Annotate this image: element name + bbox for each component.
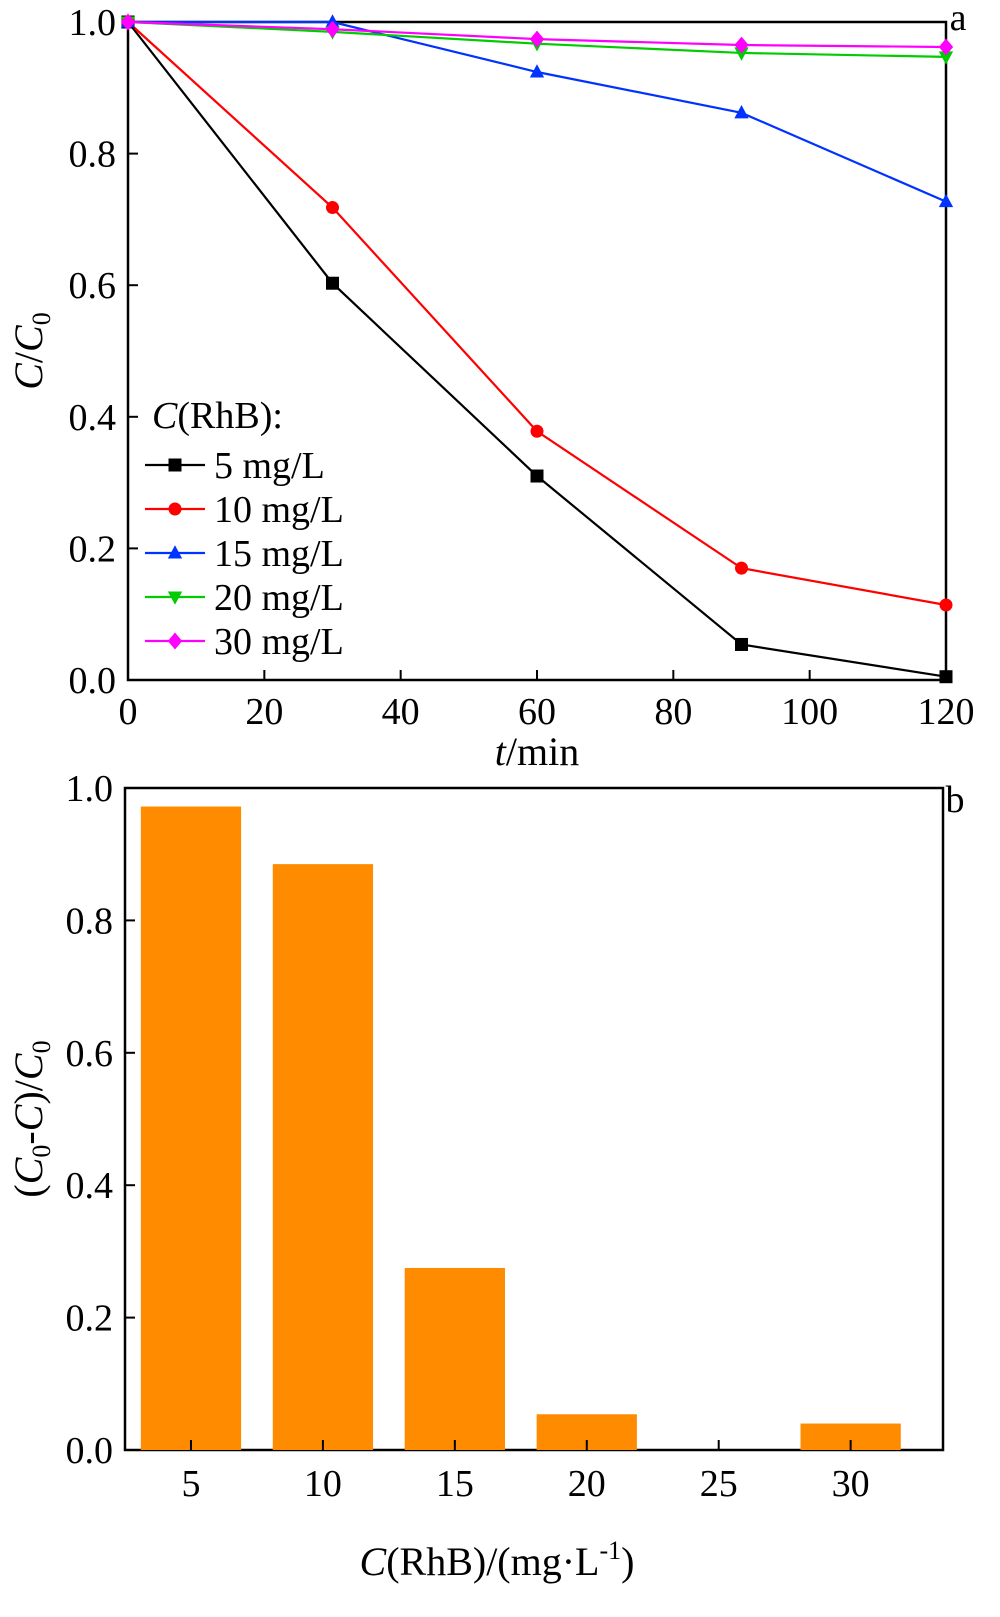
data-point xyxy=(939,598,953,612)
panel-b-x-axis: 5 10 15 20 25 30 xyxy=(181,1440,870,1505)
panel-a-series-markers xyxy=(120,13,954,684)
x-tick-label: 120 xyxy=(918,691,975,733)
data-point xyxy=(938,51,954,65)
legend-label: 5 mg/L xyxy=(214,445,325,487)
legend-marker xyxy=(167,632,183,650)
bar xyxy=(272,864,374,1450)
legend-marker xyxy=(167,591,183,605)
panel-b-bars xyxy=(140,806,901,1450)
data-point xyxy=(326,201,339,215)
data-point xyxy=(734,105,749,119)
x-tick-label: 5 xyxy=(181,1463,200,1505)
bar xyxy=(140,806,242,1450)
x-tick-label: 10 xyxy=(304,1463,342,1505)
bar xyxy=(404,1267,505,1450)
legend-label: 15 mg/L xyxy=(214,533,344,575)
data-point xyxy=(326,276,339,290)
legend-title: C(RhB): xyxy=(152,395,283,437)
y-tick-label: 0.6 xyxy=(69,265,117,307)
data-point xyxy=(734,36,749,54)
panel-a-legend: C(RhB): 5 mg/L10 mg/L15 mg/L20 mg/L30 mg… xyxy=(145,395,344,663)
x-tick-label: 0 xyxy=(119,691,138,733)
x-tick-label: 80 xyxy=(654,691,692,733)
data-point xyxy=(529,64,545,78)
panel-a-y-axis: 0.0 0.2 0.4 0.6 0.8 1.0 xyxy=(69,2,138,702)
y-tick-label: 0.2 xyxy=(69,528,117,570)
x-tick-label: 25 xyxy=(700,1463,738,1505)
x-tick-label: 20 xyxy=(245,691,283,733)
legend-label: 30 mg/L xyxy=(214,621,344,663)
x-tick-label: 40 xyxy=(382,691,420,733)
legend-label: 20 mg/L xyxy=(214,577,344,619)
y-tick-label: 1.0 xyxy=(69,2,117,44)
data-point xyxy=(938,193,954,208)
legend-marker xyxy=(168,502,182,516)
y-tick-label: 0.4 xyxy=(69,397,117,439)
y-tick-label: 1.0 xyxy=(66,768,114,810)
y-tick-label: 0.4 xyxy=(66,1165,114,1207)
data-point xyxy=(530,424,544,438)
y-tick-label: 0.6 xyxy=(66,1033,114,1075)
panel-a-line-chart: 0.0 0.2 0.4 0.6 0.8 1.0 0 20 40 60 80 100 120 a t/m… xyxy=(6,0,975,774)
panel-b-bar-chart: 0.0 0.2 0.4 0.6 0.8 1.0 5 10 15 20 25 30 b C(RhB)/… xyxy=(6,768,965,1584)
legend-marker xyxy=(167,545,183,559)
x-tick-label: 15 xyxy=(436,1463,474,1505)
panel-a-x-axis-label: t/min xyxy=(495,729,579,774)
panel-b-x-axis-label: C(RhB)/(mg·L-1) xyxy=(360,1536,635,1584)
data-point xyxy=(529,30,545,48)
data-point xyxy=(120,13,136,31)
y-tick-label: 0.8 xyxy=(66,900,114,942)
x-tick-label: 20 xyxy=(568,1463,606,1505)
panel-a-x-axis: 0 20 40 60 80 100 120 xyxy=(119,670,975,733)
y-tick-label: 0.0 xyxy=(66,1430,114,1472)
data-point xyxy=(939,670,953,684)
panel-a-y-axis-label: C/C0 xyxy=(6,312,56,390)
legend-marker xyxy=(168,458,182,472)
x-tick-label: 100 xyxy=(781,691,838,733)
data-point xyxy=(530,469,544,483)
x-tick-label: 30 xyxy=(832,1463,870,1505)
legend-label: 10 mg/L xyxy=(214,489,344,531)
panel-b-tag: b xyxy=(946,779,965,821)
data-point xyxy=(325,20,340,38)
x-tick-label: 60 xyxy=(518,691,556,733)
data-point xyxy=(734,47,749,61)
panel-b-y-axis-label: (C0-C)/C0 xyxy=(6,1040,56,1197)
panel-b-y-axis: 0.0 0.2 0.4 0.6 0.8 1.0 xyxy=(66,768,135,1472)
panel-a-tag: a xyxy=(950,0,967,39)
data-point xyxy=(735,561,748,575)
panel-b-plot-frame xyxy=(123,786,945,1452)
y-tick-label: 0.0 xyxy=(69,660,117,702)
data-point xyxy=(938,38,954,56)
y-tick-label: 0.8 xyxy=(69,134,117,176)
data-point xyxy=(735,637,748,651)
y-tick-label: 0.2 xyxy=(66,1298,114,1340)
